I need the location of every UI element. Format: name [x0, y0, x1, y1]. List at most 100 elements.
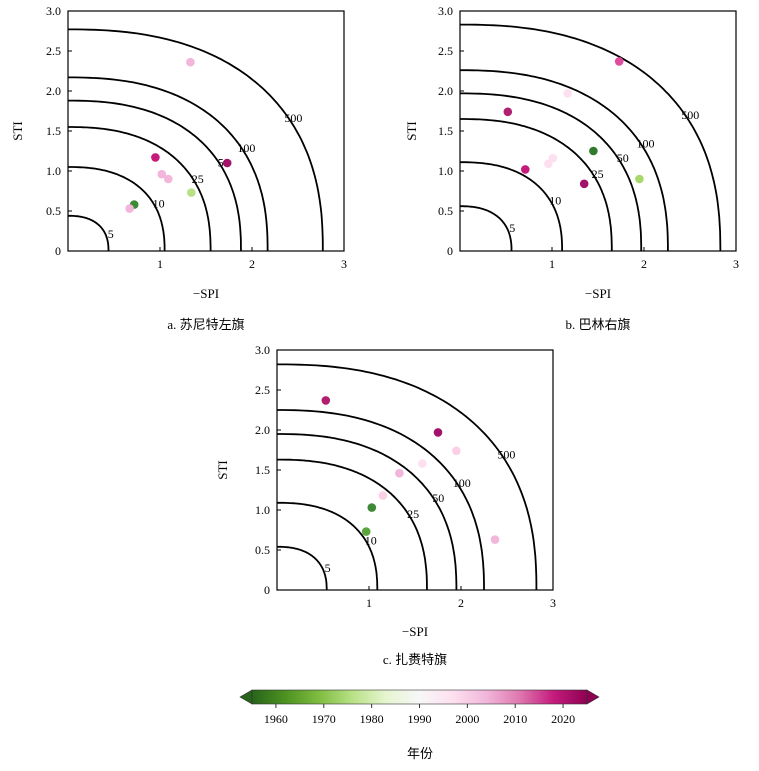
x-axis-label: −SPI — [193, 286, 219, 301]
y-tick-label: 3.0 — [255, 343, 270, 357]
return-period-curve — [68, 76, 269, 251]
y-tick-label: 3.0 — [438, 4, 453, 18]
plot-frame — [67, 10, 345, 252]
data-point — [418, 459, 427, 468]
return-period-curve — [460, 161, 563, 251]
data-point — [579, 179, 589, 189]
colorbar-left-extension — [239, 689, 253, 705]
return-period-curve — [460, 118, 613, 251]
colorbar-right-extension — [586, 689, 600, 705]
return-period-label: 100 — [237, 141, 255, 155]
return-period-curve — [277, 363, 538, 590]
colorbar-bar — [251, 689, 588, 705]
data-points — [321, 396, 500, 544]
x-axis-label: −SPI — [402, 624, 428, 639]
colorbar-tick-label: 1970 — [312, 712, 336, 726]
y-tick-label: 0 — [447, 244, 453, 258]
data-points — [503, 57, 644, 189]
data-point — [589, 146, 598, 156]
y-tick-label: 3.0 — [46, 4, 61, 18]
return-period-curve — [277, 458, 428, 591]
return-period-curve — [460, 23, 722, 252]
data-point — [125, 204, 134, 213]
colorbar-tick-label: 1990 — [408, 712, 432, 726]
data-point — [222, 158, 232, 168]
y-tick-labels: 0 0.5 1.0 1.5 2.0 2.5 3.0 — [46, 4, 72, 258]
data-point — [186, 57, 195, 67]
return-period-curve — [68, 28, 324, 251]
return-period-label: 25 — [192, 172, 204, 186]
return-period-label: 100 — [453, 476, 471, 490]
x-tick-label: 1 — [549, 257, 555, 271]
y-tick-label: 2.5 — [46, 44, 61, 58]
y-tick-label: 0 — [55, 244, 61, 258]
x-tick-label: 2 — [249, 257, 255, 271]
data-point — [367, 503, 377, 512]
return-period-label: 5 — [108, 227, 114, 241]
return-period-curve — [68, 214, 110, 251]
x-tick-label: 3 — [341, 257, 347, 271]
return-period-curve — [460, 92, 643, 251]
data-point — [452, 446, 461, 456]
y-tick-label: 2.5 — [438, 44, 453, 58]
data-point — [563, 89, 572, 98]
return-period-curve — [460, 69, 669, 251]
y-tick-label: 1.5 — [255, 463, 270, 477]
y-tick-label: 1.0 — [46, 164, 61, 178]
return-period-curve — [68, 166, 166, 251]
panel-b: 5 10 25 50 100 500 0 0.5 1.0 1.5 2.0 2.5 3.0 1 2 3 ST… — [404, 4, 739, 332]
y-tick-label: 2.5 — [255, 383, 270, 397]
colorbar-tick-label: 2010 — [503, 712, 527, 726]
y-tick-label: 1.5 — [438, 124, 453, 138]
return-period-label: 25 — [407, 507, 419, 521]
return-period-label: 10 — [153, 197, 165, 211]
y-tick-label: 1.0 — [255, 503, 270, 517]
y-axis-label: STI — [215, 460, 230, 480]
panel-title: c. 扎赉特旗 — [383, 652, 447, 667]
x-tick-label: 1 — [366, 596, 372, 610]
return-period-label: 25 — [592, 167, 604, 181]
return-period-label: 10 — [549, 194, 561, 208]
data-point — [544, 159, 553, 169]
y-tick-label: 0.5 — [438, 204, 453, 218]
data-point — [378, 491, 388, 500]
y-tick-label: 2.0 — [255, 423, 270, 437]
data-point — [433, 428, 443, 437]
y-tick-label: 1.0 — [438, 164, 453, 178]
return-period-label: 100 — [637, 137, 655, 151]
y-tick-label: 1.5 — [46, 124, 61, 138]
data-point — [503, 107, 513, 117]
y-tick-label: 0 — [264, 583, 270, 597]
return-period-curve — [277, 545, 328, 590]
colorbar-tick-label: 2000 — [455, 712, 479, 726]
colorbar-tick-label: 1980 — [360, 712, 384, 726]
colorbar: 1960 1970 1980 1990 2000 2010 2020 年份 — [239, 689, 600, 761]
data-points — [125, 57, 232, 213]
y-axis-label: STI — [10, 121, 25, 141]
return-period-label: 50 — [617, 151, 629, 165]
return-period-curve — [68, 126, 212, 251]
x-tick-label: 1 — [157, 257, 163, 271]
data-point — [157, 169, 167, 179]
x-tick-label: 3 — [733, 257, 739, 271]
data-point — [164, 174, 173, 184]
colorbar-tick-label: 1960 — [264, 712, 288, 726]
y-tick-label: 2.0 — [438, 84, 453, 98]
return-period-label: 50 — [432, 491, 444, 505]
data-point — [521, 165, 530, 174]
return-period-label: 5 — [509, 221, 515, 235]
panel-title: a. 苏尼特左旗 — [167, 317, 244, 332]
return-period-label: 5 — [325, 561, 331, 575]
y-tick-label: 0.5 — [255, 543, 270, 557]
data-point — [187, 188, 196, 197]
x-tick-labels: 1 2 3 — [157, 247, 347, 271]
y-tick-labels: 0 0.5 1.0 1.5 2.0 2.5 3.0 — [438, 4, 464, 258]
data-point — [321, 396, 331, 405]
x-tick-label: 3 — [550, 596, 556, 610]
y-axis-label: STI — [404, 121, 419, 141]
return-period-curve — [277, 501, 379, 590]
